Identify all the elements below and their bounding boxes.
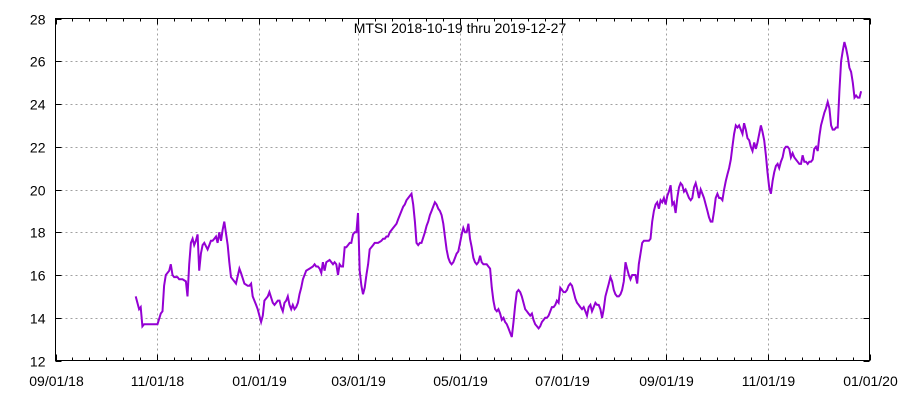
y-tick-label: 18 — [30, 225, 46, 241]
y-tick-label: 12 — [30, 354, 46, 370]
x-tick-label: 07/01/19 — [535, 373, 590, 389]
x-tick-label: 11/01/19 — [742, 373, 796, 389]
y-tick-label: 26 — [30, 54, 46, 70]
y-tick-label: 14 — [30, 311, 46, 327]
y-tick-label: 20 — [30, 183, 46, 199]
series-line-mtsi — [134, 41, 863, 338]
x-tick-label: 05/01/19 — [433, 373, 488, 389]
x-tick-label: 01/01/19 — [232, 373, 287, 389]
x-tick-label: 11/01/18 — [131, 373, 185, 389]
plot-frame — [55, 18, 870, 361]
x-tick-label: 03/01/19 — [331, 373, 386, 389]
axis-ticks — [55, 18, 871, 362]
y-axis-labels: 12 14 16 18 20 22 24 26 28 — [30, 12, 46, 370]
x-tick-label: 09/01/19 — [639, 373, 694, 389]
y-tick-label: 24 — [30, 97, 46, 113]
grid-lines — [55, 18, 870, 361]
y-tick-label: 16 — [30, 268, 46, 284]
x-tick-label: 01/01/20 — [843, 373, 898, 389]
price-line — [134, 41, 863, 338]
chart-title: MTSI 2018-10-19 thru 2019-12-27 — [354, 20, 567, 36]
y-tick-label: 22 — [30, 140, 46, 156]
x-axis-labels: 09/01/18 11/01/18 01/01/19 03/01/19 05/01/19… — [29, 373, 898, 389]
x-tick-label: 09/01/18 — [29, 373, 84, 389]
y-tick-label: 28 — [30, 12, 46, 28]
